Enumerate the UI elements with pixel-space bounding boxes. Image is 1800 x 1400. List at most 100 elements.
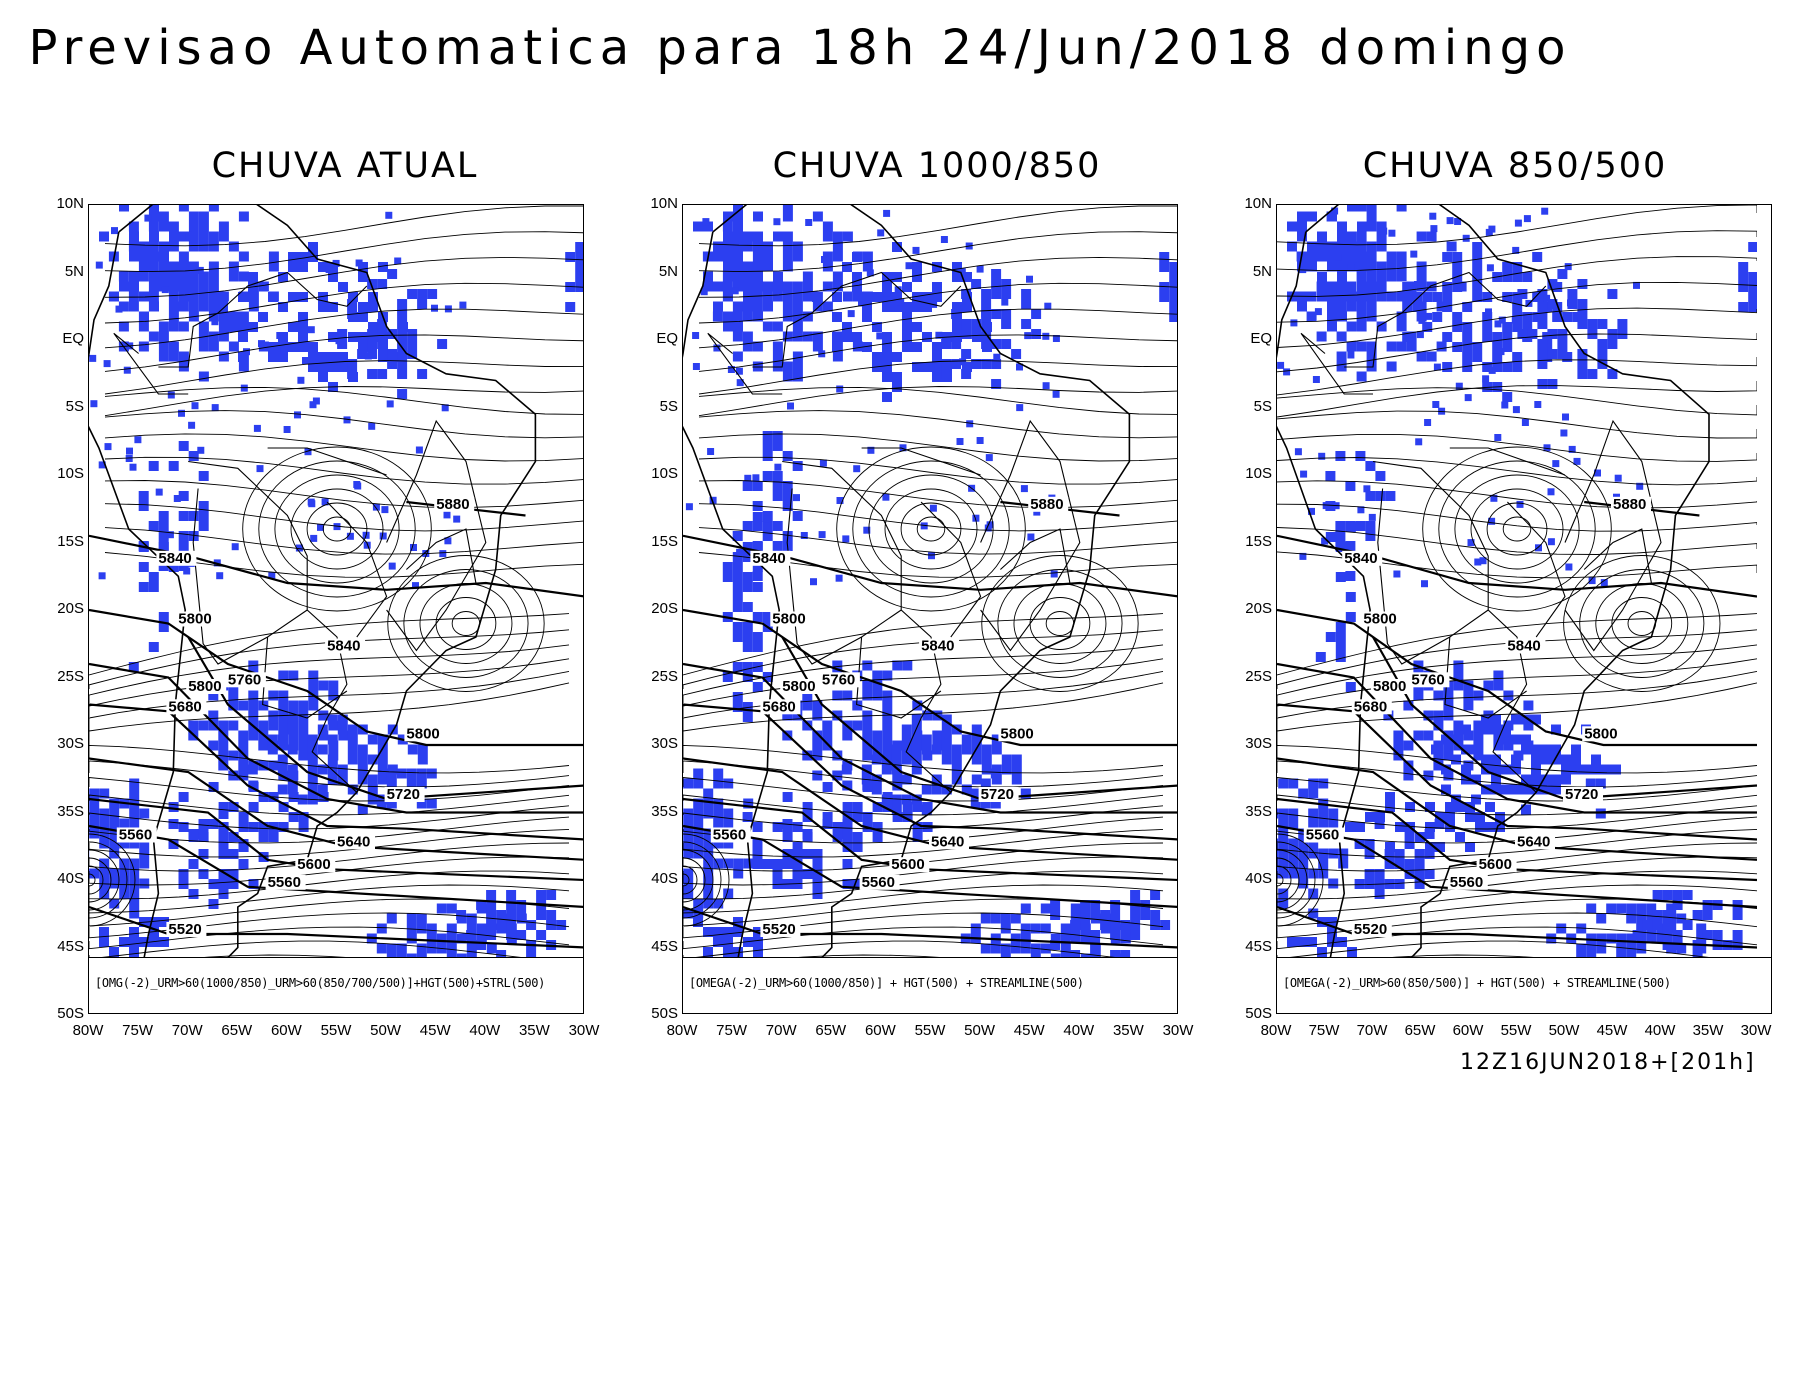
precip-cell — [792, 849, 803, 859]
precip-cell — [1426, 231, 1437, 242]
precip-cell — [1437, 303, 1445, 311]
precip-cell — [1616, 933, 1627, 944]
precip-cell — [1416, 351, 1427, 362]
precip-cell — [238, 211, 249, 222]
precip-cell — [476, 900, 487, 910]
precip-cell — [862, 312, 872, 322]
precip-cell — [772, 491, 783, 501]
height-contour — [683, 703, 1177, 841]
precip-cell — [732, 331, 743, 342]
precip-cell — [198, 521, 209, 531]
precip-cell — [1656, 933, 1667, 944]
precip-cell — [742, 542, 753, 552]
precip-cell — [802, 849, 813, 859]
precip-cell — [218, 321, 229, 332]
panel-title-3: CHUVA 850/500 — [1362, 146, 1668, 186]
precip-cell — [1060, 943, 1071, 954]
precip-cell — [1030, 953, 1041, 957]
precip-cell — [822, 281, 833, 292]
precip-cell — [1356, 231, 1367, 242]
panel-title-2: CHUVA 1000/850 — [772, 146, 1102, 186]
precip-cell — [842, 859, 853, 869]
precip-cell — [742, 712, 753, 722]
precip-cell — [307, 774, 318, 785]
precip-cell — [832, 342, 842, 352]
contour-label-bg — [265, 874, 306, 890]
precip-cell — [1702, 910, 1713, 920]
streamline — [242, 446, 432, 612]
precip-cell — [288, 670, 299, 681]
lon-tick-label: 30W — [1740, 1022, 1772, 1039]
height-contour — [89, 608, 583, 747]
precip-cell — [911, 764, 922, 775]
precip-cell — [1403, 770, 1414, 781]
streamline — [1422, 446, 1612, 612]
precip-cell — [1347, 251, 1357, 262]
precip-cell — [713, 344, 721, 352]
precip-cell — [911, 754, 922, 765]
precip-cell — [1327, 261, 1337, 272]
precip-cell — [1488, 517, 1496, 525]
streamline — [1277, 480, 1757, 509]
precip-cell — [762, 451, 773, 461]
precip-cell — [198, 271, 209, 282]
height-contour — [683, 757, 1177, 861]
precip-cell — [731, 287, 739, 295]
precip-cell — [762, 531, 773, 541]
precip-cell — [466, 923, 477, 934]
country-border — [1449, 447, 1566, 476]
precip-cell — [1278, 848, 1289, 859]
precip-cell — [1060, 953, 1071, 957]
precip-cell — [1463, 730, 1474, 741]
precip-cell — [355, 259, 363, 267]
precip-cell — [1328, 808, 1339, 819]
streamline — [1563, 555, 1721, 692]
precip-cell — [218, 730, 229, 741]
precip-cell — [218, 802, 229, 812]
precip-cell — [882, 700, 893, 711]
precip-cell — [941, 744, 952, 755]
country-border — [980, 419, 1081, 652]
precip-cell — [1568, 445, 1576, 453]
country-border — [192, 488, 308, 665]
precip-cell — [1551, 774, 1561, 785]
streamline — [683, 777, 1164, 802]
precip-cell — [407, 349, 418, 359]
precip-cell — [693, 808, 704, 819]
precip-cell — [364, 352, 372, 360]
precip-cell — [325, 266, 333, 273]
streamline — [104, 360, 583, 395]
precip-cell — [752, 291, 763, 302]
precip-cell — [268, 251, 279, 262]
precip-cell — [188, 859, 199, 869]
precip-cell — [317, 724, 328, 735]
lon-tick-label: 45W — [1596, 1022, 1628, 1039]
precip-cell — [516, 900, 527, 910]
precip-cell — [852, 842, 863, 852]
precip-cell — [258, 281, 269, 292]
precip-cell — [1577, 299, 1588, 309]
precip-cell — [188, 421, 196, 429]
streamline-layer — [683, 205, 1177, 957]
precip-cell — [733, 868, 744, 879]
precip-cell — [732, 622, 743, 632]
lat-tick-label: 50S — [651, 1005, 678, 1022]
precip-cell — [218, 221, 229, 232]
precip-cell — [298, 252, 308, 262]
precip-cell — [308, 352, 318, 362]
streamline — [698, 386, 1177, 417]
precip-cell — [178, 351, 189, 362]
precip-cell — [921, 744, 932, 755]
precip-cell — [95, 261, 103, 269]
lat-tick-label: 25S — [57, 667, 84, 685]
lon-tick-label: 30W — [568, 1022, 600, 1039]
streamline — [104, 205, 583, 247]
precip-cell — [792, 351, 803, 362]
precip-cell — [1422, 322, 1433, 332]
precip-cell — [862, 342, 872, 352]
precip-cell — [1523, 215, 1531, 223]
panel-caption-3: [OMEGA(-2)_URM>60(850/500)] + HGT(500) +… — [1283, 976, 1671, 990]
precip-cell — [1522, 312, 1533, 322]
contour-label-bg — [404, 726, 445, 742]
precip-cell — [1306, 311, 1317, 322]
